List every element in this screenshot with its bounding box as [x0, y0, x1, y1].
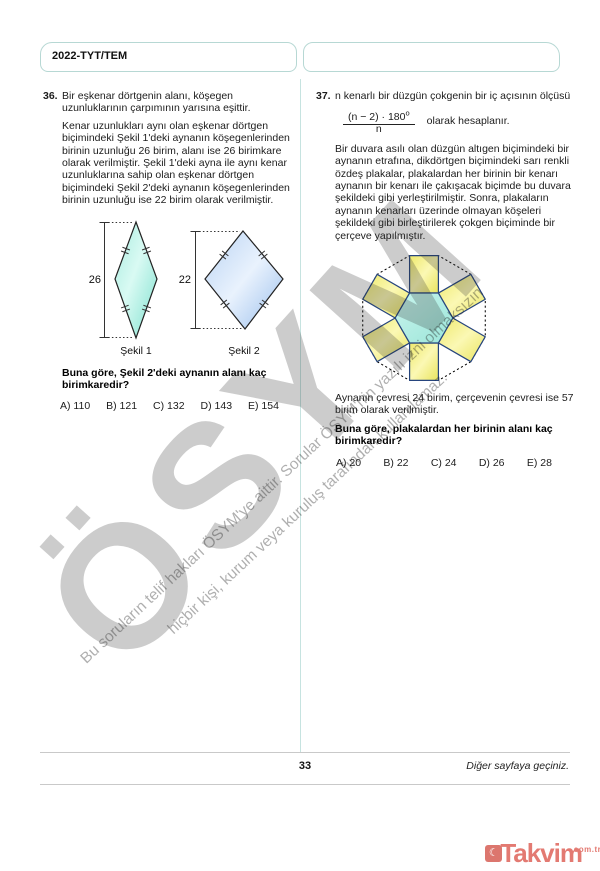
figure-label-sekil1: Şekil 1 — [120, 345, 152, 357]
formula-suffix: olarak hesaplanır. — [426, 115, 510, 128]
column-divider — [300, 79, 301, 752]
takvim-logo-text: Takvim — [500, 838, 583, 869]
option-b: B) 121 — [106, 400, 138, 413]
question-37-body: Bir duvara asılı olan düzgün altıgen biç… — [335, 142, 571, 242]
question-36-number: 36. — [43, 90, 58, 102]
footer-divider-bottom — [40, 784, 570, 785]
takvim-logo: ☾ Takvim com.tr — [485, 836, 600, 869]
option-a: A) 20 — [336, 456, 362, 469]
question-37-given: Aynanın çevresi 24 birim, çerçevenin çev… — [335, 391, 574, 417]
question-37: 37. n kenarlı bir düzgün çokgenin bir iç… — [316, 90, 574, 469]
formula-denominator: n — [375, 123, 382, 136]
question-36: 36. Bir eşkenar dörtgenin alanı, köşegen… — [43, 90, 295, 413]
option-a: A) 110 — [60, 400, 91, 413]
formula-fraction: (n − 2) · 180o n — [343, 107, 415, 135]
option-e: E) 154 — [248, 400, 279, 413]
takvim-logo-domain: com.tr — [573, 845, 600, 855]
option-d: D) 143 — [200, 400, 233, 413]
rhombus-figure: 26 Şekil 1 2 — [89, 219, 284, 357]
option-b: B) 22 — [383, 456, 409, 469]
hexagon-mirror — [394, 292, 454, 344]
header-box-right — [303, 42, 560, 72]
header-box-left: 2022-TYT/TEM — [40, 42, 297, 72]
figure-label-sekil2: Şekil 2 — [228, 345, 260, 357]
yellow-plates — [362, 254, 486, 381]
footer-divider-top — [40, 752, 570, 753]
question-36-options: A) 110 B) 121 C) 132 D) 143 E) 154 — [60, 400, 279, 412]
sekil1-rhombus — [114, 219, 158, 340]
interior-angle-formula: (n − 2) · 180o n olarak hesaplanır. — [343, 107, 574, 135]
formula-numerator: (n − 2) · 180o — [343, 108, 415, 125]
sekil2-rhombus — [204, 229, 284, 330]
dimension-label-26: 26 — [89, 274, 101, 286]
exam-code-label: 2022-TYT/TEM — [52, 50, 128, 62]
question-37-number: 37. — [316, 90, 331, 102]
turkish-flag-icon: ☾ — [485, 845, 503, 863]
option-e: E) 28 — [526, 456, 552, 469]
dimension-label-22: 22 — [179, 274, 191, 286]
question-36-intro: Bir eşkenar dörtgenin alanı, köşegen uzu… — [62, 90, 251, 115]
sekil1-dimension-line — [99, 221, 133, 338]
sekil2-dimension-line — [190, 230, 242, 329]
question-36-body: Kenar uzunlukları aynı olan eşkenar dört… — [62, 119, 290, 207]
footer-instruction: Diğer sayfaya geçiniz. — [466, 760, 569, 772]
sekil1-tick-marks — [120, 246, 152, 312]
question-37-stem: Buna göre, plakalardan her birinin alanı… — [335, 422, 553, 448]
question-37-intro: n kenarlı bir düzgün çokgenin bir iç açı… — [335, 90, 571, 102]
page-number: 33 — [298, 760, 312, 772]
question-37-options: A) 20 B) 22 C) 24 D) 26 E) 28 — [336, 457, 552, 469]
option-d: D) 26 — [478, 456, 505, 469]
question-36-stem: Buna göre, Şekil 2'deki aynanın alanı ka… — [62, 366, 267, 392]
option-c: C) 132 — [153, 400, 185, 413]
option-c: C) 24 — [430, 456, 457, 469]
hexagon-mirror-figure — [362, 254, 486, 381]
sekil2-tick-marks — [219, 250, 269, 309]
